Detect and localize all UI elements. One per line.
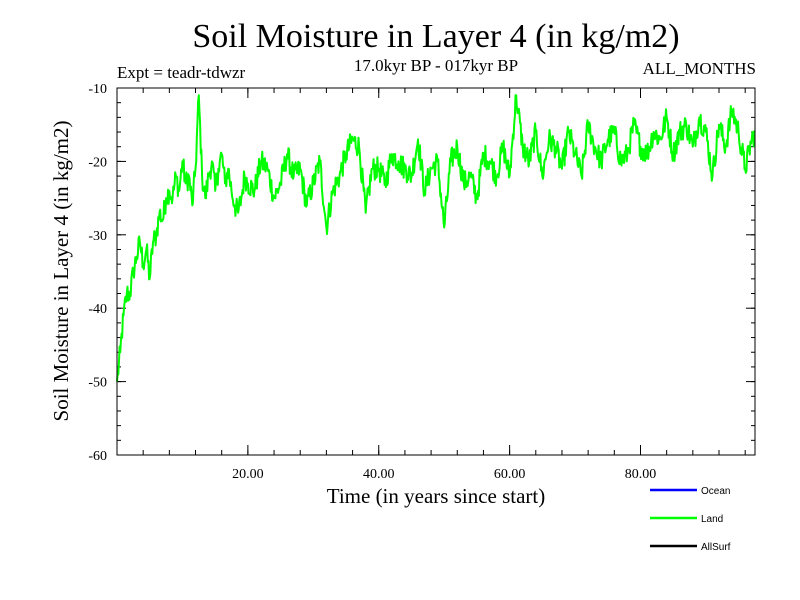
legend: Ocean Land AllSurf xyxy=(650,486,731,553)
x-axis-label: Time (in years since start) xyxy=(327,484,546,508)
months-label: ALL_MONTHS xyxy=(643,59,756,78)
y-tick-label: -10 xyxy=(88,82,107,97)
x-tick-label: 40.00 xyxy=(363,467,395,482)
y-tick-label: -60 xyxy=(88,449,107,464)
plot-frame xyxy=(116,87,756,456)
experiment-label: Expt = teadr-tdwzr xyxy=(117,63,246,82)
legend-label-ocean: Ocean xyxy=(701,486,730,497)
plot-area: -60 -50 -40 -30 -20 -10 20.00 40.00 60.00 80.00 xyxy=(88,82,756,482)
legend-label-allsurf: AllSurf xyxy=(701,542,731,553)
x-tick-label: 60.00 xyxy=(494,467,526,482)
period-label: 17.0kyr BP - 017kyr BP xyxy=(354,56,518,75)
x-tick-label: 20.00 xyxy=(232,467,264,482)
x-tick-label: 80.00 xyxy=(625,467,657,482)
y-tick-label: -50 xyxy=(88,376,107,391)
y-axis-label: Soil Moisture in Layer 4 (in kg/m2) xyxy=(49,121,73,422)
series-line-land xyxy=(116,94,756,382)
y-tick-label: -40 xyxy=(88,302,107,317)
chart-title: Soil Moisture in Layer 4 (in kg/m2) xyxy=(192,18,679,55)
y-tick-label: -30 xyxy=(88,229,107,244)
legend-label-land: Land xyxy=(701,514,723,525)
y-tick-label: -20 xyxy=(88,155,107,170)
